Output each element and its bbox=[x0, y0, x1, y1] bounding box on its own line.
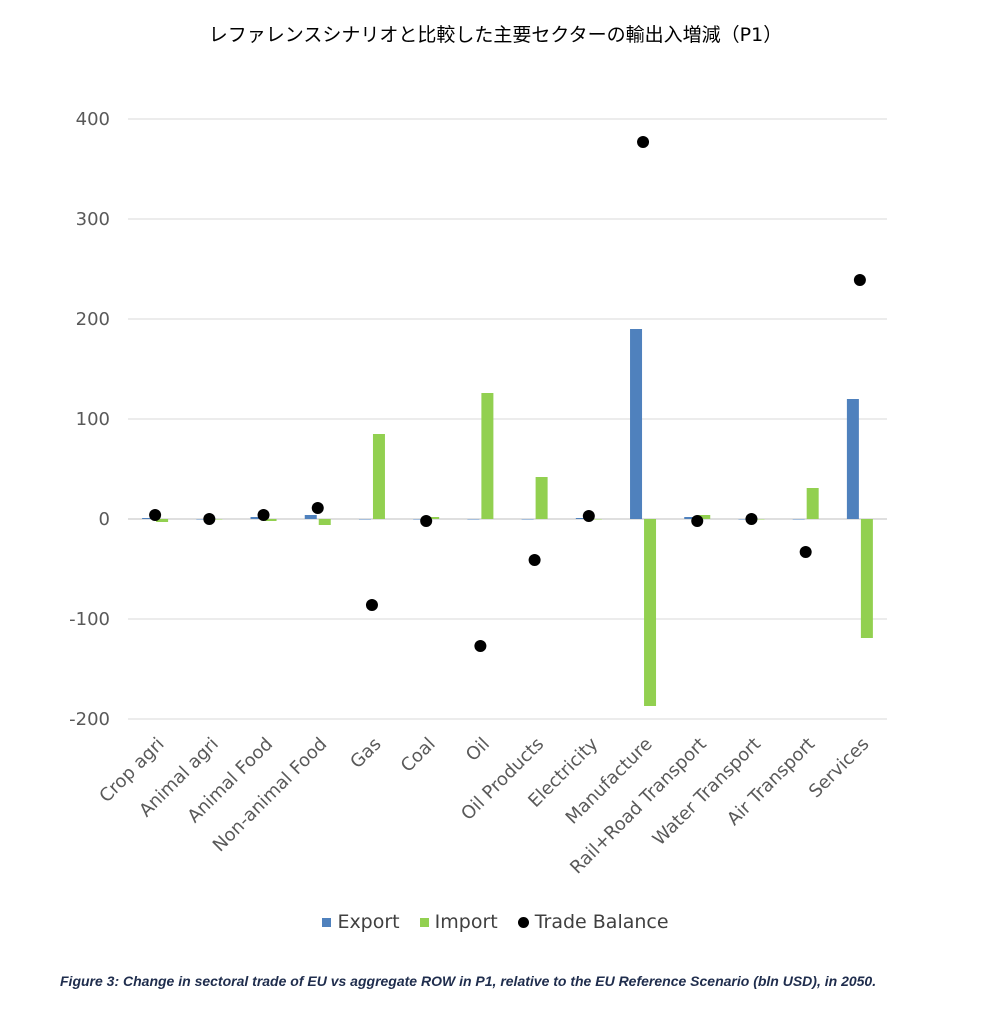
trade-balance-point bbox=[365, 599, 378, 611]
bar-import bbox=[264, 519, 277, 521]
trade-balance-point bbox=[474, 640, 487, 652]
bar-import bbox=[156, 519, 169, 522]
y-tick-label: 100 bbox=[76, 409, 110, 430]
x-category-label: Oil bbox=[462, 734, 494, 766]
y-tick-label: -200 bbox=[69, 709, 110, 730]
y-tick-label: 200 bbox=[76, 309, 110, 330]
trade-balance-point bbox=[637, 136, 650, 148]
x-category-label: Services bbox=[805, 734, 874, 803]
bar-import bbox=[427, 517, 440, 519]
bar-import bbox=[372, 434, 385, 519]
y-tick-label: 0 bbox=[99, 509, 110, 530]
bar-export bbox=[792, 519, 805, 520]
trade-balance-point bbox=[582, 510, 595, 522]
bar-export bbox=[846, 399, 859, 519]
trade-balance-point bbox=[149, 509, 162, 521]
legend-entry-trade-balance: Trade Balance bbox=[517, 911, 669, 933]
legend-swatch-import bbox=[419, 917, 429, 927]
trade-balance-point bbox=[799, 546, 812, 558]
trade-balance-point bbox=[203, 513, 216, 525]
y-tick-label: 300 bbox=[76, 209, 110, 230]
legend-label-import: Import bbox=[434, 911, 498, 933]
bar-import bbox=[806, 488, 819, 519]
y-tick-label: 400 bbox=[76, 109, 110, 130]
bar-export bbox=[575, 518, 588, 519]
trade-balance-point bbox=[420, 515, 433, 527]
bar-export bbox=[413, 519, 426, 520]
bar-export bbox=[521, 519, 534, 520]
bar-export bbox=[467, 519, 480, 520]
legend-entry-import: Import bbox=[419, 911, 498, 933]
bar-import bbox=[481, 393, 494, 519]
bar-export bbox=[304, 515, 317, 519]
trade-balance-point bbox=[528, 554, 541, 566]
bar-import bbox=[860, 519, 873, 638]
legend-swatch-trade-balance bbox=[517, 916, 529, 928]
chart-title: レファレンスシナリオと比較した主要セクターの輸出入増減（P1） bbox=[208, 24, 783, 46]
legend: Export Import Trade Balance bbox=[0, 911, 991, 933]
bar-import bbox=[698, 515, 711, 519]
x-category-label: Coal bbox=[397, 734, 440, 777]
bar-import bbox=[535, 477, 548, 519]
figure-caption: Figure 3: Change in sectoral trade of EU… bbox=[60, 973, 877, 989]
bar-import bbox=[644, 519, 657, 706]
x-category-label: Gas bbox=[346, 734, 385, 773]
y-tick-label: -100 bbox=[69, 609, 110, 630]
bar-import bbox=[318, 519, 331, 525]
legend-label-export: Export bbox=[337, 911, 400, 933]
bar-export bbox=[250, 517, 263, 519]
bar-import bbox=[752, 519, 765, 520]
bar-export bbox=[684, 517, 697, 519]
bar-export bbox=[738, 519, 751, 520]
legend-swatch-export bbox=[322, 917, 332, 927]
trade-balance-point bbox=[745, 513, 758, 525]
trade-balance-point bbox=[311, 502, 324, 514]
legend-label-trade-balance: Trade Balance bbox=[534, 911, 669, 933]
bar-import bbox=[589, 519, 602, 520]
bar-export bbox=[358, 519, 371, 520]
trade-balance-point bbox=[691, 515, 704, 527]
bar-export bbox=[142, 518, 155, 519]
legend-entry-export: Export bbox=[322, 911, 400, 933]
trade-balance-point bbox=[257, 509, 270, 521]
bar-export bbox=[196, 519, 209, 520]
bar-export bbox=[630, 329, 643, 519]
bar-import bbox=[210, 519, 223, 520]
trade-balance-point bbox=[853, 274, 866, 286]
